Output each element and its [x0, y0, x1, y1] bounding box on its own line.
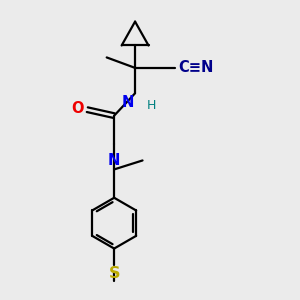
Text: C≡N: C≡N [178, 60, 213, 75]
Text: N: N [108, 153, 120, 168]
Text: O: O [71, 101, 84, 116]
Text: S: S [108, 266, 120, 280]
Text: H: H [146, 99, 156, 112]
Text: N: N [121, 95, 134, 110]
